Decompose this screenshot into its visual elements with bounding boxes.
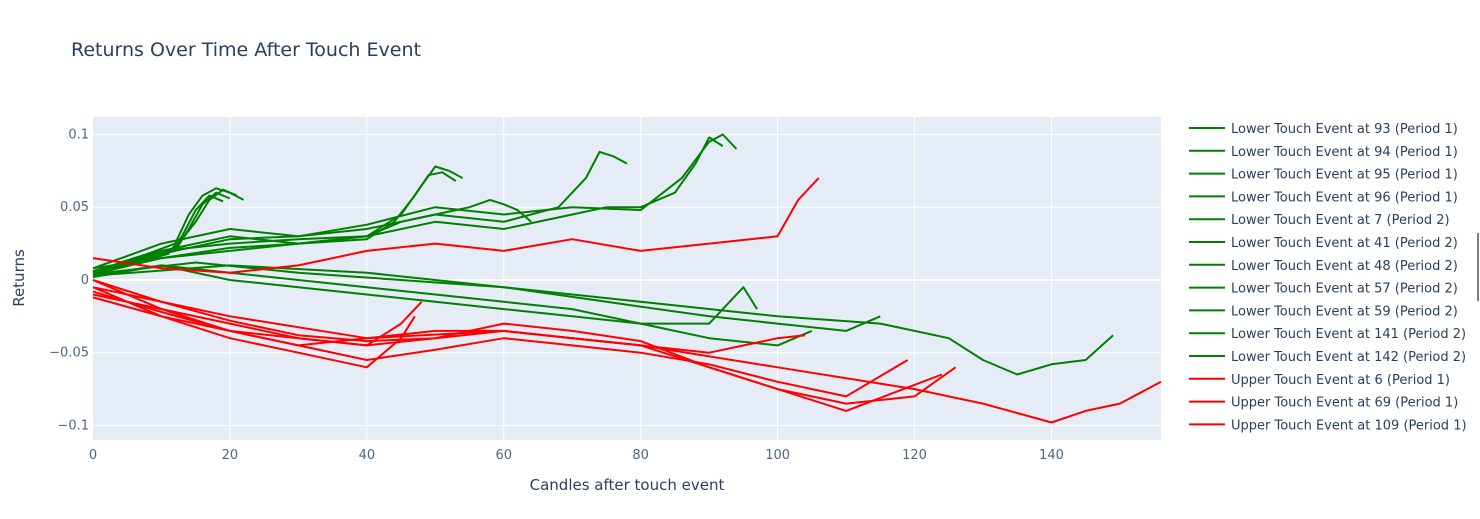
plot-background: [93, 117, 1161, 440]
y-tick-label: 0.1: [68, 127, 89, 142]
series-line-lower: [92, 150, 628, 273]
legend-label: Lower Touch Event at 141 (Period 2): [1231, 327, 1466, 342]
x-tick-label: 100: [765, 448, 790, 463]
x-tick-label: 20: [222, 448, 239, 463]
y-axis-ticks: 0.1 0.05 0 −0.05 −0.1: [49, 127, 89, 433]
x-tick-label: 120: [902, 448, 927, 463]
series-line-lower: [92, 133, 738, 270]
y-axis-title: Returns: [10, 249, 28, 307]
y-tick-label: 0.05: [60, 200, 89, 215]
series-line-upper: [92, 286, 1162, 424]
series-line-upper: [92, 296, 806, 354]
legend-label: Lower Touch Event at 41 (Period 2): [1231, 236, 1458, 251]
chart-title: Returns Over Time After Touch Event: [71, 39, 421, 61]
y-tick-label: −0.1: [57, 418, 89, 433]
legend-item[interactable]: Upper Touch Event at 109 (Period 1): [1189, 418, 1467, 433]
legend-item[interactable]: Lower Touch Event at 94 (Period 1): [1189, 145, 1458, 160]
legend-item[interactable]: Lower Touch Event at 59 (Period 2): [1189, 304, 1458, 319]
legend-label: Upper Touch Event at 6 (Period 1): [1231, 373, 1450, 388]
x-axis-title: Candles after touch event: [530, 476, 725, 494]
legend-label: Lower Touch Event at 94 (Period 1): [1231, 145, 1458, 160]
legend-item[interactable]: Lower Touch Event at 7 (Period 2): [1189, 213, 1450, 228]
legend-label: Lower Touch Event at 48 (Period 2): [1231, 259, 1458, 274]
series-line-lower: [92, 264, 1114, 376]
legend-item[interactable]: Lower Touch Event at 48 (Period 2): [1189, 259, 1458, 274]
legend-item[interactable]: Upper Touch Event at 6 (Period 1): [1189, 373, 1450, 388]
x-tick-label: 40: [359, 448, 376, 463]
legend-item[interactable]: Lower Touch Event at 57 (Period 2): [1189, 282, 1458, 297]
x-axis-ticks: 0 20 40 60 80 100 120 140: [89, 448, 1064, 463]
legend-item[interactable]: Lower Touch Event at 142 (Period 2): [1189, 350, 1466, 365]
legend-item[interactable]: Lower Touch Event at 96 (Period 1): [1189, 190, 1458, 205]
legend-label: Lower Touch Event at 95 (Period 1): [1231, 168, 1458, 183]
y-tick-label: −0.05: [49, 346, 89, 361]
x-tick-label: 140: [1039, 448, 1064, 463]
x-tick-label: 0: [89, 448, 97, 463]
series-line-lower: [92, 261, 881, 332]
legend-item[interactable]: Lower Touch Event at 41 (Period 2): [1189, 236, 1458, 251]
legend-label: Lower Touch Event at 93 (Period 1): [1231, 122, 1458, 137]
series-line-lower: [92, 136, 724, 270]
legend-label: Lower Touch Event at 59 (Period 2): [1231, 304, 1458, 319]
legend[interactable]: Lower Touch Event at 93 (Period 1) Lower …: [1189, 122, 1467, 433]
series-line-upper: [92, 177, 820, 274]
series-line-lower: [92, 171, 457, 276]
legend-label: Lower Touch Event at 142 (Period 2): [1231, 350, 1466, 365]
series-line-lower: [92, 264, 813, 347]
y-tick-label: 0: [81, 273, 89, 288]
legend-scrollbar[interactable]: [1477, 233, 1479, 301]
legend-item[interactable]: Lower Touch Event at 95 (Period 1): [1189, 168, 1458, 183]
legend-item[interactable]: Lower Touch Event at 93 (Period 1): [1189, 122, 1458, 137]
legend-label: Lower Touch Event at 7 (Period 2): [1231, 213, 1450, 228]
legend-label: Lower Touch Event at 96 (Period 1): [1231, 190, 1458, 205]
legend-label: Upper Touch Event at 69 (Period 1): [1231, 396, 1458, 411]
legend-label: Upper Touch Event at 109 (Period 1): [1231, 418, 1467, 433]
series-lines: [92, 133, 1162, 424]
x-tick-label: 80: [632, 448, 649, 463]
legend-item[interactable]: Upper Touch Event at 69 (Period 1): [1189, 396, 1458, 411]
legend-label: Lower Touch Event at 57 (Period 2): [1231, 282, 1458, 297]
x-tick-label: 60: [495, 448, 512, 463]
legend-item[interactable]: Lower Touch Event at 141 (Period 2): [1189, 327, 1466, 342]
